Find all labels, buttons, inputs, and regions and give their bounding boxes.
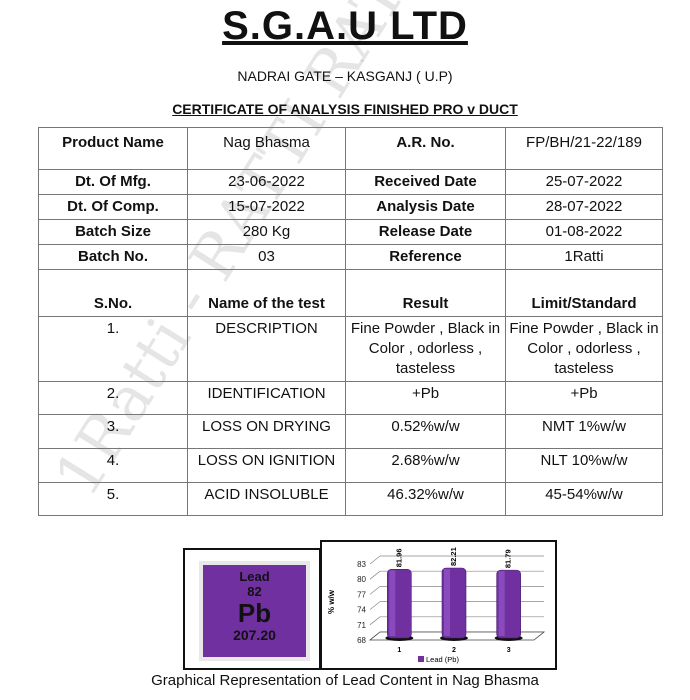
y-tick-label: 71 <box>357 621 366 630</box>
info-value: 15-07-2022 <box>187 194 346 220</box>
y-tick-label: 80 <box>357 575 366 584</box>
info-value: 01-08-2022 <box>505 219 663 245</box>
test-result: Fine Powder , Black in Color , odorless … <box>345 316 506 382</box>
info-label: Batch Size <box>38 219 188 245</box>
info-row: Dt. Of Comp. 15-07-2022 Analysis Date 28-07… <box>38 194 663 220</box>
gridline <box>369 570 381 580</box>
gridline <box>369 555 381 565</box>
analysis-table: Product Name Nag Bhasma A.R. No. FP/BH/21-2… <box>38 127 663 516</box>
periodic-element-box: Lead 82 Pb 207.20 <box>183 548 321 670</box>
info-label: Received Date <box>345 169 506 195</box>
x-tick-label: 1 <box>397 647 401 654</box>
lead-element-tile: Lead 82 Pb 207.20 <box>199 561 310 661</box>
info-label: Dt. Of Mfg. <box>38 169 188 195</box>
test-limit: Fine Powder , Black in Color , odorless … <box>505 316 663 382</box>
info-label: Analysis Date <box>345 194 506 220</box>
column-header: Limit/Standard <box>505 269 663 317</box>
gridline <box>369 616 381 626</box>
chart-svg: 68 71 74 77 80 83 % w/w 81.96 1 82.21 2 81.79 3 Lead … <box>327 547 546 664</box>
test-name: LOSS ON DRYING <box>187 414 346 449</box>
test-sno: 2. <box>38 381 188 415</box>
legend-swatch <box>418 656 424 662</box>
test-result: 46.32%w/w <box>345 482 506 516</box>
element-mass: 207.20 <box>233 627 276 643</box>
info-row: Batch Size 280 Kg Release Date 01-08-2022 <box>38 219 663 245</box>
info-label: Product Name <box>38 127 188 170</box>
test-row: 3. LOSS ON DRYING 0.52%w/w NMT 1%w/w <box>38 414 663 449</box>
test-limit: NMT 1%w/w <box>505 414 663 449</box>
info-value: 23-06-2022 <box>187 169 346 195</box>
test-sno: 3. <box>38 414 188 449</box>
bar-highlight <box>389 570 396 636</box>
bar-highlight <box>498 571 505 636</box>
element-number: 82 <box>247 584 262 599</box>
test-result: +Pb <box>345 381 506 415</box>
info-value: 28-07-2022 <box>505 194 663 220</box>
gridline <box>369 586 381 595</box>
company-address: NADRAI GATE – KASGANJ ( U.P) <box>237 68 453 84</box>
test-sno: 5. <box>38 482 188 516</box>
test-result: 2.68%w/w <box>345 448 506 483</box>
test-limit: NLT 10%w/w <box>505 448 663 483</box>
test-row: 4. LOSS ON IGNITION 2.68%w/w NLT 10%w/w <box>38 448 663 483</box>
x-tick-label: 3 <box>507 647 511 654</box>
info-value: 280 Kg <box>187 219 346 245</box>
test-name: ACID INSOLUBLE <box>187 482 346 516</box>
info-label: Dt. Of Comp. <box>38 194 188 220</box>
info-label: Reference <box>345 244 506 270</box>
y-tick-label: 74 <box>357 606 366 615</box>
test-limit: 45-54%w/w <box>505 482 663 516</box>
element-name: Lead <box>239 569 270 584</box>
test-name: IDENTIFICATION <box>187 381 346 415</box>
info-row: Product Name Nag Bhasma A.R. No. FP/BH/21-2… <box>38 127 663 170</box>
bar-highlight <box>444 569 450 636</box>
test-result: 0.52%w/w <box>345 414 506 449</box>
test-limit: +Pb <box>505 381 663 415</box>
test-name: DESCRIPTION <box>187 316 346 382</box>
y-tick-label: 68 <box>357 636 366 645</box>
test-row: 5. ACID INSOLUBLE 46.32%w/w 45-54%w/w <box>38 482 663 516</box>
lead-content-chart: 68 71 74 77 80 83 % w/w 81.96 1 82.21 2 81.79 3 Lead … <box>320 540 557 670</box>
test-sno: 4. <box>38 448 188 483</box>
legend-label: Lead (Pb) <box>426 655 459 664</box>
info-value: FP/BH/21-22/189 <box>505 127 663 170</box>
test-sno: 1. <box>38 316 188 382</box>
chart-caption: Graphical Representation of Lead Content… <box>151 672 539 689</box>
y-axis-label: % w/w <box>327 589 336 614</box>
info-row: Batch No. 03 Reference 1Ratti <box>38 244 663 270</box>
gridline <box>369 601 381 610</box>
info-label: A.R. No. <box>345 127 506 170</box>
y-tick-label: 83 <box>357 560 366 569</box>
column-header: S.No. <box>38 269 188 317</box>
info-row: Dt. Of Mfg. 23-06-2022 Received Date 25-07-… <box>38 169 663 195</box>
info-value: 1Ratti <box>505 244 663 270</box>
y-tick-label: 77 <box>357 590 366 599</box>
info-label: Batch No. <box>38 244 188 270</box>
test-header-row: S.No. Name of the test Result Limit/Standar… <box>38 269 663 317</box>
column-header: Result <box>345 269 506 317</box>
company-name: S.G.A.U LTD <box>222 4 468 48</box>
element-symbol: Pb <box>237 598 272 628</box>
column-header: Name of the test <box>187 269 346 317</box>
info-value: Nag Bhasma <box>187 127 346 170</box>
certificate-title: CERTIFICATE OF ANALYSIS FINISHED PRO v D… <box>172 101 518 117</box>
info-label: Release Date <box>345 219 506 245</box>
data-label: 81.79 <box>504 549 513 568</box>
test-row: 1. DESCRIPTION Fine Powder , Black in Colo… <box>38 316 663 382</box>
test-name: LOSS ON IGNITION <box>187 448 346 483</box>
x-tick-label: 2 <box>452 647 456 654</box>
info-value: 25-07-2022 <box>505 169 663 195</box>
info-value: 03 <box>187 244 346 270</box>
test-row: 2. IDENTIFICATION +Pb +Pb <box>38 381 663 415</box>
data-label: 81.96 <box>394 548 403 567</box>
data-label: 82.21 <box>449 547 458 566</box>
